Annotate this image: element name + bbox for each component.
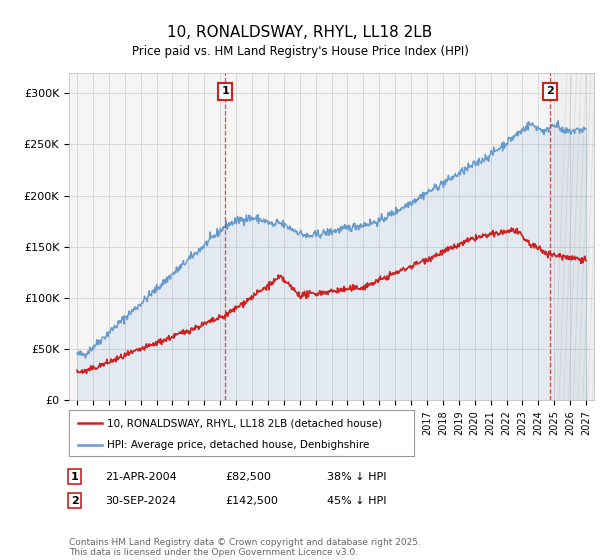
Text: £82,500: £82,500 (225, 472, 271, 482)
Text: 45% ↓ HPI: 45% ↓ HPI (327, 496, 386, 506)
Text: 38% ↓ HPI: 38% ↓ HPI (327, 472, 386, 482)
Text: HPI: Average price, detached house, Denbighshire: HPI: Average price, detached house, Denb… (107, 440, 370, 450)
Text: 10, RONALDSWAY, RHYL, LL18 2LB: 10, RONALDSWAY, RHYL, LL18 2LB (167, 25, 433, 40)
Text: 2: 2 (547, 86, 554, 96)
Text: 30-SEP-2024: 30-SEP-2024 (105, 496, 176, 506)
Text: £142,500: £142,500 (225, 496, 278, 506)
Text: 10, RONALDSWAY, RHYL, LL18 2LB (detached house): 10, RONALDSWAY, RHYL, LL18 2LB (detached… (107, 418, 382, 428)
Text: 21-APR-2004: 21-APR-2004 (105, 472, 177, 482)
Text: Price paid vs. HM Land Registry's House Price Index (HPI): Price paid vs. HM Land Registry's House … (131, 45, 469, 58)
Text: 2: 2 (71, 496, 79, 506)
Text: 1: 1 (71, 472, 79, 482)
Text: Contains HM Land Registry data © Crown copyright and database right 2025.
This d: Contains HM Land Registry data © Crown c… (69, 538, 421, 557)
Text: 1: 1 (221, 86, 229, 96)
